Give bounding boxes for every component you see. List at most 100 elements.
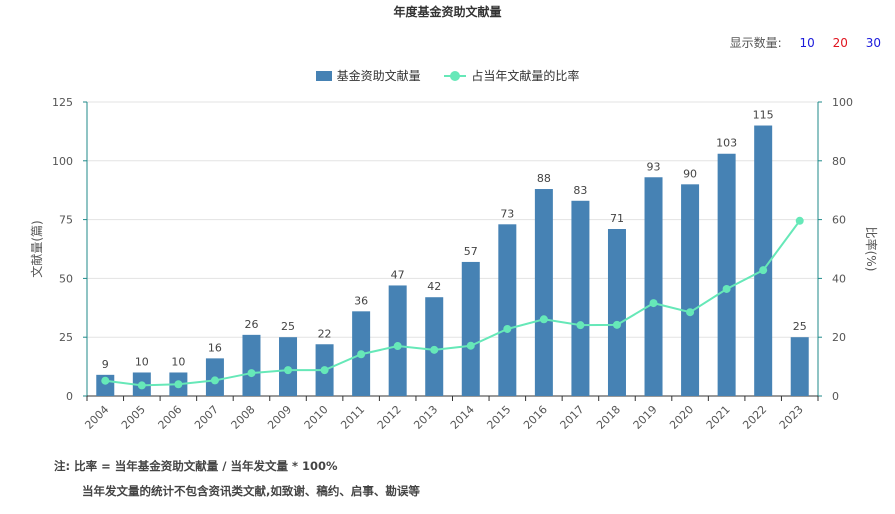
x-tick-label-2023: 2023 — [777, 403, 806, 432]
y-axis-title: 文献量(篇) — [29, 220, 44, 277]
bar-value-label-2020: 90 — [683, 167, 697, 180]
bar-value-label-2013: 42 — [427, 280, 441, 293]
y-tick-label: 25 — [59, 331, 73, 344]
bar-2015 — [498, 224, 517, 396]
legend-line-swatch — [444, 70, 467, 81]
ratio-point-2013 — [430, 345, 439, 354]
display-count-label: 显示数量: — [729, 36, 782, 50]
ratio-point-2023 — [795, 216, 804, 225]
bar-value-label-2021: 103 — [716, 137, 737, 150]
ratio-point-2004 — [101, 376, 110, 385]
bar-2004 — [96, 374, 115, 396]
x-tick-label-2020: 2020 — [667, 403, 696, 432]
bar-2021 — [717, 153, 736, 396]
x-tick-label-2009: 2009 — [265, 403, 294, 432]
x-tick-label-2013: 2013 — [411, 403, 440, 432]
x-tick-label-2011: 2011 — [338, 403, 367, 432]
ratio-point-2009 — [284, 366, 293, 375]
x-tick-label-2018: 2018 — [594, 403, 623, 432]
y-tick-label: 75 — [59, 214, 73, 227]
bar-2017 — [571, 200, 590, 396]
y2-tick-label: 60 — [832, 214, 846, 227]
x-tick-label-2008: 2008 — [229, 403, 258, 432]
note-ratio-formula: 注: 比率 = 当年基金资助文献量 / 当年发文量 * 100% — [54, 459, 338, 473]
ratio-point-2007 — [210, 376, 219, 385]
bar-2016 — [534, 189, 553, 396]
legend-item-line[interactable]: 占当年文献量的比率 — [444, 67, 579, 84]
y2-tick-label: 100 — [832, 96, 853, 109]
bar-value-label-2008: 26 — [244, 318, 258, 331]
legend-line-label: 占当年文献量的比率 — [471, 69, 580, 83]
y2-tick-label: 80 — [832, 155, 846, 168]
display-count-option-20[interactable]: 20 — [832, 36, 848, 50]
ratio-point-2010 — [320, 366, 329, 375]
y-tick-label: 50 — [59, 272, 73, 285]
bar-value-label-2005: 10 — [135, 355, 149, 368]
x-tick-label-2004: 2004 — [82, 403, 111, 432]
y2-tick-label: 40 — [832, 272, 846, 285]
chart-legend: 基金资助文献量 占当年文献量的比率 — [0, 67, 895, 84]
bar-value-label-2017: 83 — [573, 184, 587, 197]
ratio-point-2019 — [649, 299, 658, 308]
display-count-option-10[interactable]: 10 — [799, 36, 815, 50]
ratio-point-2005 — [137, 381, 146, 390]
ratio-point-2011 — [357, 350, 366, 359]
ratio-point-2016 — [539, 315, 548, 324]
ratio-point-2022 — [759, 266, 768, 275]
x-tick-label-2022: 2022 — [740, 403, 769, 432]
bar-value-label-2023: 25 — [793, 320, 807, 333]
display-count-selector: 显示数量: 10 20 30 — [730, 34, 881, 51]
bar-value-label-2014: 57 — [464, 245, 478, 258]
bar-2018 — [607, 229, 626, 396]
y-tick-label: 100 — [52, 155, 73, 168]
x-tick-label-2015: 2015 — [484, 403, 513, 432]
x-tick-label-2016: 2016 — [521, 403, 550, 432]
y2-tick-label: 0 — [832, 390, 839, 403]
ratio-point-2015 — [503, 324, 512, 333]
y-tick-label: 0 — [66, 390, 73, 403]
bar-value-label-2007: 16 — [208, 341, 222, 354]
bar-2014 — [461, 261, 480, 396]
bar-2020 — [681, 184, 700, 396]
legend-bar-swatch — [315, 70, 332, 81]
bar-value-label-2016: 88 — [537, 172, 551, 185]
bar-value-label-2011: 36 — [354, 294, 368, 307]
chart-title: 年度基金资助文献量 — [393, 5, 502, 19]
legend-bar-label: 基金资助文献量 — [336, 69, 421, 83]
bar-value-label-2006: 10 — [171, 355, 185, 368]
x-tick-label-2019: 2019 — [631, 403, 660, 432]
bar-2023 — [790, 337, 809, 396]
bar-value-label-2010: 22 — [318, 327, 332, 340]
bar-2022 — [754, 125, 773, 397]
ratio-point-2014 — [466, 341, 475, 350]
bar-value-label-2015: 73 — [500, 207, 514, 220]
display-count-option-30[interactable]: 30 — [865, 36, 881, 50]
y-tick-label: 125 — [52, 96, 73, 109]
x-tick-label-2014: 2014 — [448, 403, 477, 432]
bar-value-label-2018: 71 — [610, 212, 624, 225]
ratio-point-2006 — [174, 380, 183, 389]
bar-value-label-2019: 93 — [647, 160, 661, 173]
bar-value-label-2004: 9 — [102, 358, 109, 371]
x-tick-label-2017: 2017 — [558, 403, 587, 432]
bar-2019 — [644, 177, 663, 396]
bar-value-label-2009: 25 — [281, 320, 295, 333]
x-tick-label-2005: 2005 — [119, 403, 148, 432]
x-tick-label-2010: 2010 — [302, 403, 331, 432]
ratio-line — [105, 220, 801, 387]
legend-item-bar[interactable]: 基金资助文献量 — [315, 67, 421, 84]
x-tick-label-2006: 2006 — [156, 403, 185, 432]
bar-value-label-2012: 47 — [391, 268, 405, 281]
y2-tick-label: 20 — [832, 331, 846, 344]
x-tick-label-2021: 2021 — [704, 403, 733, 432]
ratio-point-2020 — [686, 308, 695, 317]
bar-value-label-2022: 115 — [753, 109, 774, 122]
bar-2008 — [242, 334, 261, 396]
ratio-point-2018 — [612, 320, 621, 329]
y2-axis-title: 比率(%) — [864, 227, 879, 272]
ratio-point-2012 — [393, 342, 402, 351]
ratio-point-2021 — [722, 284, 731, 293]
note-exclusion: 当年发文量的统计不包含资讯类文献,如致谢、稿约、启事、勘误等 — [82, 484, 420, 498]
x-tick-label-2007: 2007 — [192, 403, 221, 432]
